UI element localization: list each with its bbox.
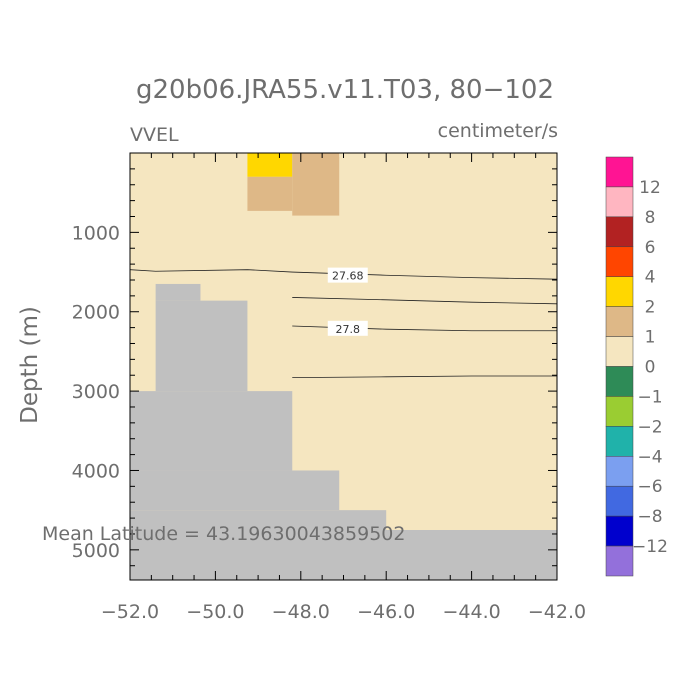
x-tick-label: −48.0 [272,601,330,623]
velocity-region [155,153,201,181]
colorbar-label: −4 [637,447,662,467]
colorbar-swatch [605,545,634,577]
land-block [130,510,387,530]
units-label: centimeter/s [438,120,558,142]
colorbar-swatch [605,186,634,218]
velocity-region [431,283,479,354]
density-contour-line [292,297,558,305]
x-tick-label: −42.0 [528,601,586,623]
velocity-region [130,197,156,206]
y-tick-label: 2000 [72,302,120,324]
density-contour-line [292,375,557,379]
colorbar-swatch [605,426,634,457]
velocity-region [386,153,432,354]
colorbar-label: 0 [645,358,656,378]
plot-area: 27.68 27.8 [129,152,558,581]
colorbar-swatch [605,515,634,547]
colorbar-swatch [605,336,634,367]
colorbar-swatch [605,156,634,188]
contour-label: 27.68 [332,270,364,283]
x-axis: −52.0 −50.0 −48.0 −46.0 −44.0 −42.0 [101,153,586,623]
colorbar-label: 1 [645,328,656,348]
x-tick-label: −46.0 [357,601,415,623]
x-tick-label: −50.0 [186,601,244,623]
contour-label-box [327,320,368,336]
variable-name: VVEL [130,124,179,146]
colorbar-swatch [605,396,634,427]
y-tick-label: 5000 [72,540,120,562]
contour-label-box [327,267,368,283]
land-block [130,470,340,511]
y-tick-label: 1000 [72,222,120,244]
velocity-regions [130,153,557,412]
colorbar-swatch [605,216,634,248]
velocity-region [339,153,387,157]
colorbar-label: −12 [632,537,668,557]
colorbar-label: −1 [637,387,662,407]
y-tick-label: 3000 [72,381,120,403]
colorbar: 12 8 6 4 2 1 0 −1 −2 −4 −6 −8 −12 [605,156,668,577]
velocity-region [247,176,293,211]
land-mask [130,283,557,580]
colorbar-label: 8 [645,208,656,228]
velocity-region [292,153,340,216]
mean-latitude-annotation: Mean Latitude = 43.19630043859502 [42,523,405,545]
velocity-region [247,210,293,225]
colorbar-label: −6 [637,477,662,497]
velocity-region [527,270,557,412]
land-block [155,283,201,301]
colorbar-label: −2 [637,417,662,437]
x-tick-label: −52.0 [101,601,159,623]
contour-label: 27.8 [336,323,361,336]
density-contour-line [129,269,558,280]
colorbar-label: −8 [637,507,662,527]
colorbar-label: 4 [645,268,656,288]
colorbar-swatch [605,485,634,517]
land-block [155,300,248,392]
colorbar-swatch [605,456,634,487]
x-tick-label: −44.0 [442,601,500,623]
velocity-region [247,153,293,177]
colorbar-swatch [605,276,634,307]
colorbar-swatch [605,366,634,397]
colorbar-label: 6 [645,238,656,258]
colorbar-swatch [605,306,634,337]
velocity-region [478,299,528,354]
chart-title: g20b06.JRA55.v11.T03, 80−102 [136,75,554,105]
y-tick-label: 4000 [72,460,120,482]
colorbar-swatch [605,246,634,277]
y-axis-label: Depth (m) [17,306,43,424]
land-block [130,391,293,471]
colorbar-label: 2 [645,298,656,318]
velocity-region [431,153,557,155]
colorbar-label: 12 [639,178,661,198]
density-contours: 27.68 27.8 [129,267,558,379]
y-axis: 1000 2000 3000 4000 5000 [72,168,557,567]
land-block [130,529,557,580]
